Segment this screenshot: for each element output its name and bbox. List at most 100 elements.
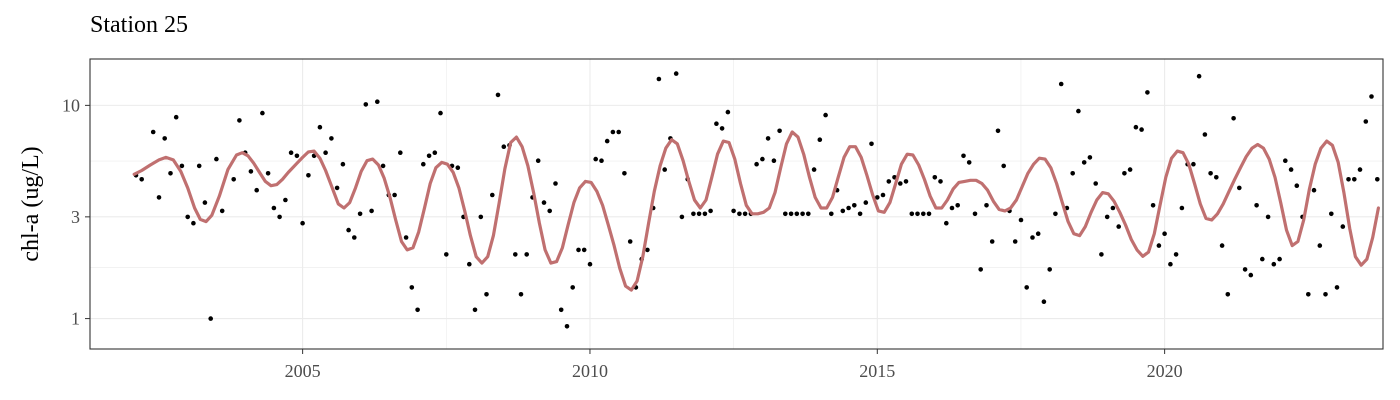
data-point bbox=[426, 153, 432, 159]
data-point bbox=[1277, 256, 1282, 262]
data-point bbox=[1127, 167, 1133, 172]
data-point bbox=[1363, 119, 1369, 124]
data-point bbox=[1076, 108, 1081, 114]
y-tick-label: 1 bbox=[71, 309, 80, 329]
data-point bbox=[357, 211, 363, 217]
data-point bbox=[1133, 124, 1139, 130]
data-point bbox=[978, 267, 983, 272]
data-point bbox=[783, 211, 788, 217]
data-point bbox=[421, 161, 426, 167]
data-point bbox=[288, 150, 294, 155]
data-point bbox=[1242, 267, 1248, 272]
data-point bbox=[1162, 231, 1167, 236]
data-point bbox=[961, 153, 966, 159]
data-point bbox=[984, 203, 989, 208]
data-point bbox=[392, 192, 397, 198]
y-tick-label: 10 bbox=[62, 95, 80, 115]
data-point bbox=[1346, 177, 1351, 182]
data-point bbox=[265, 171, 271, 176]
data-point bbox=[955, 203, 960, 208]
data-point bbox=[1254, 203, 1259, 208]
data-point bbox=[679, 214, 685, 220]
data-point bbox=[1294, 183, 1300, 188]
data-point bbox=[300, 220, 305, 226]
data-point bbox=[1329, 211, 1334, 217]
data-point bbox=[800, 211, 805, 217]
data-point bbox=[150, 129, 156, 135]
data-point bbox=[501, 144, 507, 149]
data-point bbox=[794, 211, 800, 217]
data-point bbox=[513, 252, 518, 257]
data-point bbox=[1150, 203, 1156, 208]
data-point bbox=[708, 208, 713, 214]
data-point bbox=[173, 114, 179, 120]
axes: 2005 2010 2015 2020 1 3 10 bbox=[62, 95, 1183, 381]
data-point bbox=[863, 200, 869, 205]
data-point bbox=[742, 211, 748, 217]
x-tick-label: 2005 bbox=[285, 361, 321, 381]
data-point bbox=[875, 195, 880, 200]
data-point bbox=[1156, 243, 1162, 248]
data-point bbox=[185, 214, 190, 220]
data-point bbox=[880, 192, 886, 198]
data-point bbox=[352, 235, 357, 240]
data-point bbox=[604, 138, 610, 144]
data-point bbox=[765, 136, 771, 141]
data-point bbox=[329, 136, 334, 141]
data-point bbox=[294, 153, 300, 159]
data-point bbox=[760, 156, 765, 162]
x-tick-label: 2015 bbox=[859, 361, 895, 381]
data-point bbox=[283, 197, 288, 203]
data-point bbox=[1288, 167, 1294, 172]
data-point bbox=[1214, 175, 1219, 180]
data-point bbox=[231, 177, 236, 182]
data-point bbox=[702, 211, 708, 217]
data-point bbox=[915, 211, 920, 217]
chart-title: Station 25 bbox=[90, 12, 189, 38]
data-point bbox=[691, 211, 696, 217]
data-point bbox=[1323, 292, 1328, 297]
data-point bbox=[811, 167, 817, 172]
data-point bbox=[484, 292, 489, 297]
data-point bbox=[989, 239, 995, 244]
data-point bbox=[1311, 187, 1317, 193]
data-point bbox=[444, 252, 449, 257]
trend-path bbox=[132, 130, 1380, 292]
data-point bbox=[662, 167, 667, 172]
data-point bbox=[369, 208, 374, 214]
data-point bbox=[1248, 272, 1254, 278]
data-point bbox=[248, 169, 254, 174]
data-point bbox=[673, 71, 679, 76]
data-point bbox=[208, 316, 213, 321]
data-point bbox=[1225, 292, 1231, 297]
data-point bbox=[438, 110, 443, 116]
data-point bbox=[1208, 171, 1213, 176]
panel-border bbox=[89, 58, 1384, 350]
data-point bbox=[645, 247, 650, 253]
data-point bbox=[581, 247, 587, 253]
data-point bbox=[1317, 243, 1323, 248]
data-point bbox=[455, 165, 461, 170]
data-point bbox=[949, 205, 955, 211]
data-point bbox=[1271, 261, 1277, 267]
data-point bbox=[903, 179, 909, 184]
data-point bbox=[403, 235, 409, 240]
data-point bbox=[1237, 185, 1242, 191]
data-point bbox=[495, 92, 501, 98]
data-point bbox=[587, 261, 593, 267]
data-point bbox=[323, 150, 328, 155]
data-point bbox=[1139, 127, 1144, 132]
data-point bbox=[467, 261, 472, 267]
data-point bbox=[1081, 160, 1087, 165]
data-point bbox=[472, 307, 478, 313]
data-point bbox=[1196, 73, 1202, 79]
data-point bbox=[593, 156, 598, 162]
data-point bbox=[306, 173, 311, 178]
data-point bbox=[1179, 205, 1185, 211]
data-point bbox=[869, 141, 874, 147]
data-point bbox=[777, 128, 782, 134]
grid bbox=[90, 59, 1383, 349]
data-point bbox=[1018, 217, 1024, 223]
data-point bbox=[168, 171, 173, 176]
